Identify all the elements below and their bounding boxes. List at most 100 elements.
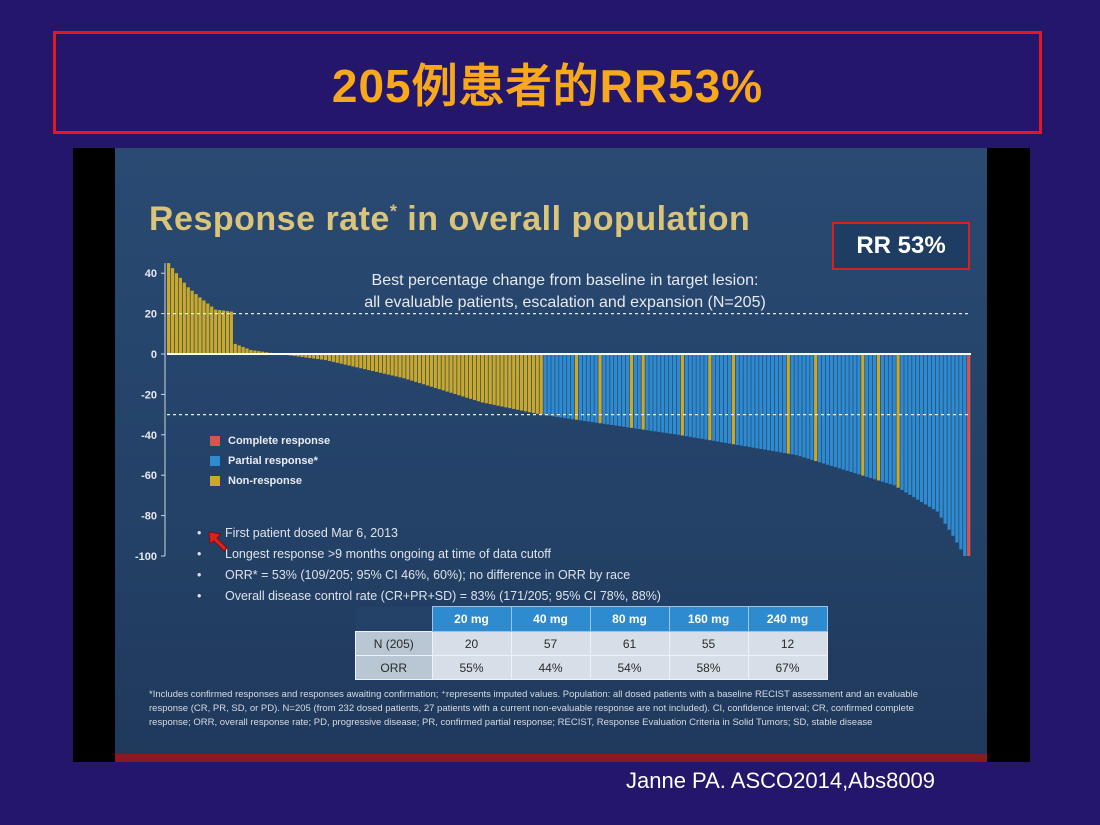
waterfall-bar (849, 354, 853, 472)
waterfall-bar (739, 354, 743, 446)
waterfall-bar (457, 354, 461, 396)
waterfall-bar (614, 354, 618, 426)
table-col-header: 20 mg (431, 606, 512, 632)
waterfall-bar (492, 354, 496, 405)
waterfall-bar (798, 354, 802, 457)
waterfall-bar (935, 354, 939, 512)
y-tick-label: -40 (141, 430, 157, 442)
waterfall-bar (476, 354, 481, 402)
waterfall-bar (594, 354, 598, 423)
waterfall-bar (751, 354, 755, 448)
waterfall-bar (943, 354, 947, 524)
waterfall-bar (421, 354, 426, 385)
waterfall-bar (480, 354, 484, 403)
table-corner (355, 606, 432, 632)
waterfall-bar (590, 354, 594, 423)
waterfall-bar (574, 354, 579, 420)
waterfall-bar (488, 354, 492, 405)
waterfall-bar (794, 354, 798, 455)
waterfall-bar (720, 354, 724, 443)
waterfall-bar (676, 354, 681, 435)
y-tick-label: 0 (151, 349, 157, 361)
waterfall-bar (700, 354, 704, 439)
waterfall-bar (657, 354, 661, 432)
waterfall-bar (923, 354, 928, 505)
waterfall-bar (300, 354, 304, 358)
waterfall-bar (374, 354, 379, 372)
waterfall-bar (237, 345, 241, 354)
waterfall-bar (429, 354, 433, 387)
y-tick-label: -80 (141, 511, 157, 523)
waterfall-bar (629, 354, 634, 428)
waterfall-bar (955, 354, 959, 543)
waterfall-bar (551, 354, 555, 417)
slide-title: 205例患者的RR53% (331, 59, 764, 112)
waterfall-bar (696, 354, 700, 439)
waterfall-bar (951, 354, 955, 536)
waterfall-bar (704, 354, 708, 440)
waterfall-bar (582, 354, 586, 421)
waterfall-bar (547, 354, 551, 416)
bars (167, 263, 971, 556)
table-col-header: 40 mg (510, 606, 591, 632)
waterfall-bar (441, 354, 445, 391)
waterfall-bar (523, 354, 528, 412)
waterfall-bar (178, 277, 182, 354)
waterfall-bar (904, 354, 908, 493)
waterfall-bar (468, 354, 473, 399)
waterfall-bar (527, 354, 532, 413)
waterfall-bar (249, 349, 253, 354)
table-cell: 44% (510, 655, 591, 680)
waterfall-bar (637, 354, 641, 430)
waterfall-bar (261, 351, 265, 354)
pointer-arrow-icon (208, 531, 228, 552)
waterfall-bar (217, 310, 222, 354)
waterfall-bar (578, 354, 583, 421)
waterfall-bar (653, 354, 657, 432)
table-cell: 55 (668, 631, 749, 656)
table-cell: 67% (747, 655, 828, 680)
waterfall-bar (465, 354, 469, 398)
waterfall-bar (892, 354, 896, 486)
bullet-item: • First patient dosed Mar 6, 2013 (197, 525, 399, 540)
waterfall-bar (896, 354, 900, 488)
waterfall-bar (402, 354, 406, 379)
waterfall-bar (296, 354, 300, 357)
waterfall-bar (782, 354, 786, 453)
waterfall-bar (292, 354, 296, 357)
table-col-header: 160 mg (668, 606, 749, 632)
waterfall-bar (418, 354, 422, 384)
table-row-header: N (205) (355, 631, 433, 656)
waterfall-bar (433, 354, 437, 388)
waterfall-bar (735, 354, 739, 445)
waterfall-bar (814, 354, 818, 462)
table-cell: 20 (431, 631, 512, 656)
waterfall-bar (543, 354, 547, 416)
waterfall-bar (453, 354, 457, 394)
waterfall-bar (194, 294, 198, 354)
table-cell: 57 (510, 631, 591, 656)
waterfall-bar (563, 354, 567, 419)
waterfall-bar (555, 354, 559, 417)
waterfall-bar (406, 354, 410, 380)
table-row: N (205) 20 57 61 55 12 (355, 631, 828, 656)
bullet-list: • First patient dosed Mar 6, 2013 • Longes… (197, 522, 661, 606)
waterfall-bar (484, 354, 488, 404)
waterfall-bar (323, 354, 328, 361)
waterfall-bar (888, 354, 892, 485)
waterfall-bar (170, 268, 175, 354)
waterfall-bar (869, 354, 873, 479)
waterfall-bar (531, 354, 535, 413)
waterfall-bar (472, 354, 477, 401)
waterfall-bar (414, 354, 418, 382)
waterfall-bar (963, 354, 967, 556)
rr-badge: RR 53% (832, 222, 970, 270)
waterfall-bar (198, 297, 202, 354)
y-tick-label: -60 (141, 470, 157, 482)
waterfall-bar (241, 346, 245, 354)
waterfall-bar (331, 354, 335, 362)
y-tick-label: 20 (145, 309, 157, 321)
waterfall-bar (649, 354, 653, 431)
waterfall-bar (900, 354, 904, 491)
waterfall-chart: 40 20 0 -20 -40 -60 -80 -100 (135, 263, 971, 563)
